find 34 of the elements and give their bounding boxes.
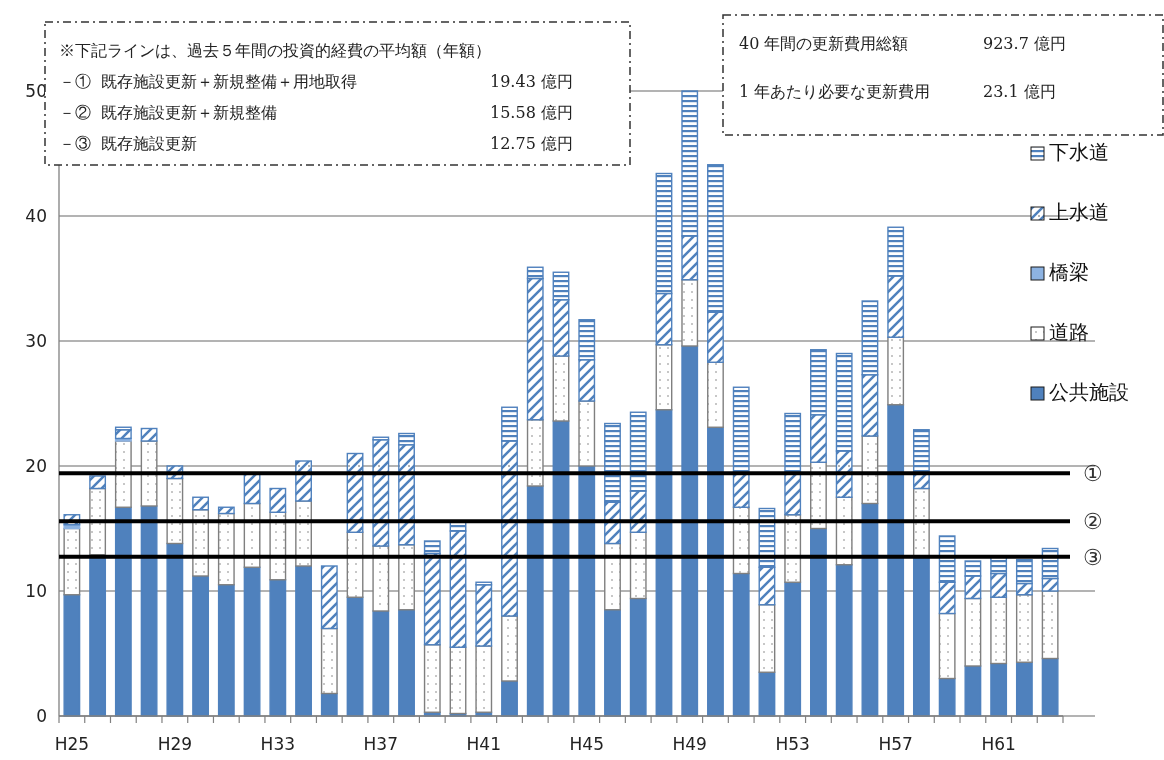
- x-tick-label: H57: [878, 734, 913, 754]
- annotation: －① 既存施設更新＋新規整備＋用地取得: [59, 72, 358, 91]
- ref-line-label: ③: [1083, 544, 1103, 570]
- y-tick-label: 10: [25, 581, 47, 601]
- annotation: 12.75 億円: [490, 134, 573, 153]
- x-tick-label: H33: [260, 734, 296, 754]
- text: ※下記ラインは、過去５年間の投資的経費の平均額（年額）: [59, 41, 491, 60]
- annotation: 1 年あたり必要な更新費用: [739, 82, 931, 101]
- annotation: －③ 既存施設更新: [59, 134, 198, 153]
- legend-label: 公共施設: [1049, 380, 1129, 404]
- y-tick-label: 20: [25, 456, 47, 476]
- text: 40 年間の更新費用総額: [739, 34, 909, 53]
- legend-label: 上水道: [1049, 200, 1109, 224]
- ref-line-label: ①: [1083, 461, 1103, 487]
- ref-line-label: ②: [1083, 509, 1103, 535]
- y-tick-label: 30: [25, 331, 47, 351]
- x-tick-label: H37: [363, 734, 399, 754]
- x-tick-label: H25: [54, 734, 90, 754]
- annotation: 23.1 億円: [983, 82, 1056, 101]
- y-tick-label: 0: [36, 706, 47, 726]
- text: 923.7 億円: [983, 34, 1066, 53]
- x-tick-label: H61: [981, 734, 1016, 754]
- annotation: －② 既存施設更新＋新規整備: [59, 103, 278, 122]
- x-tick-label: H53: [775, 734, 810, 754]
- x-tick-label: H45: [569, 734, 604, 754]
- x-tick-label: H49: [672, 734, 707, 754]
- x-tick-label: H29: [157, 734, 193, 754]
- annotation: 19.43 億円: [490, 72, 573, 91]
- legend-label: 橋梁: [1049, 260, 1089, 284]
- annotation: 15.58 億円: [490, 103, 573, 122]
- x-tick-label: H41: [466, 734, 501, 754]
- y-tick-label: 40: [25, 206, 47, 226]
- legend-label: 下水道: [1049, 140, 1109, 164]
- legend-label: 道路: [1049, 320, 1089, 344]
